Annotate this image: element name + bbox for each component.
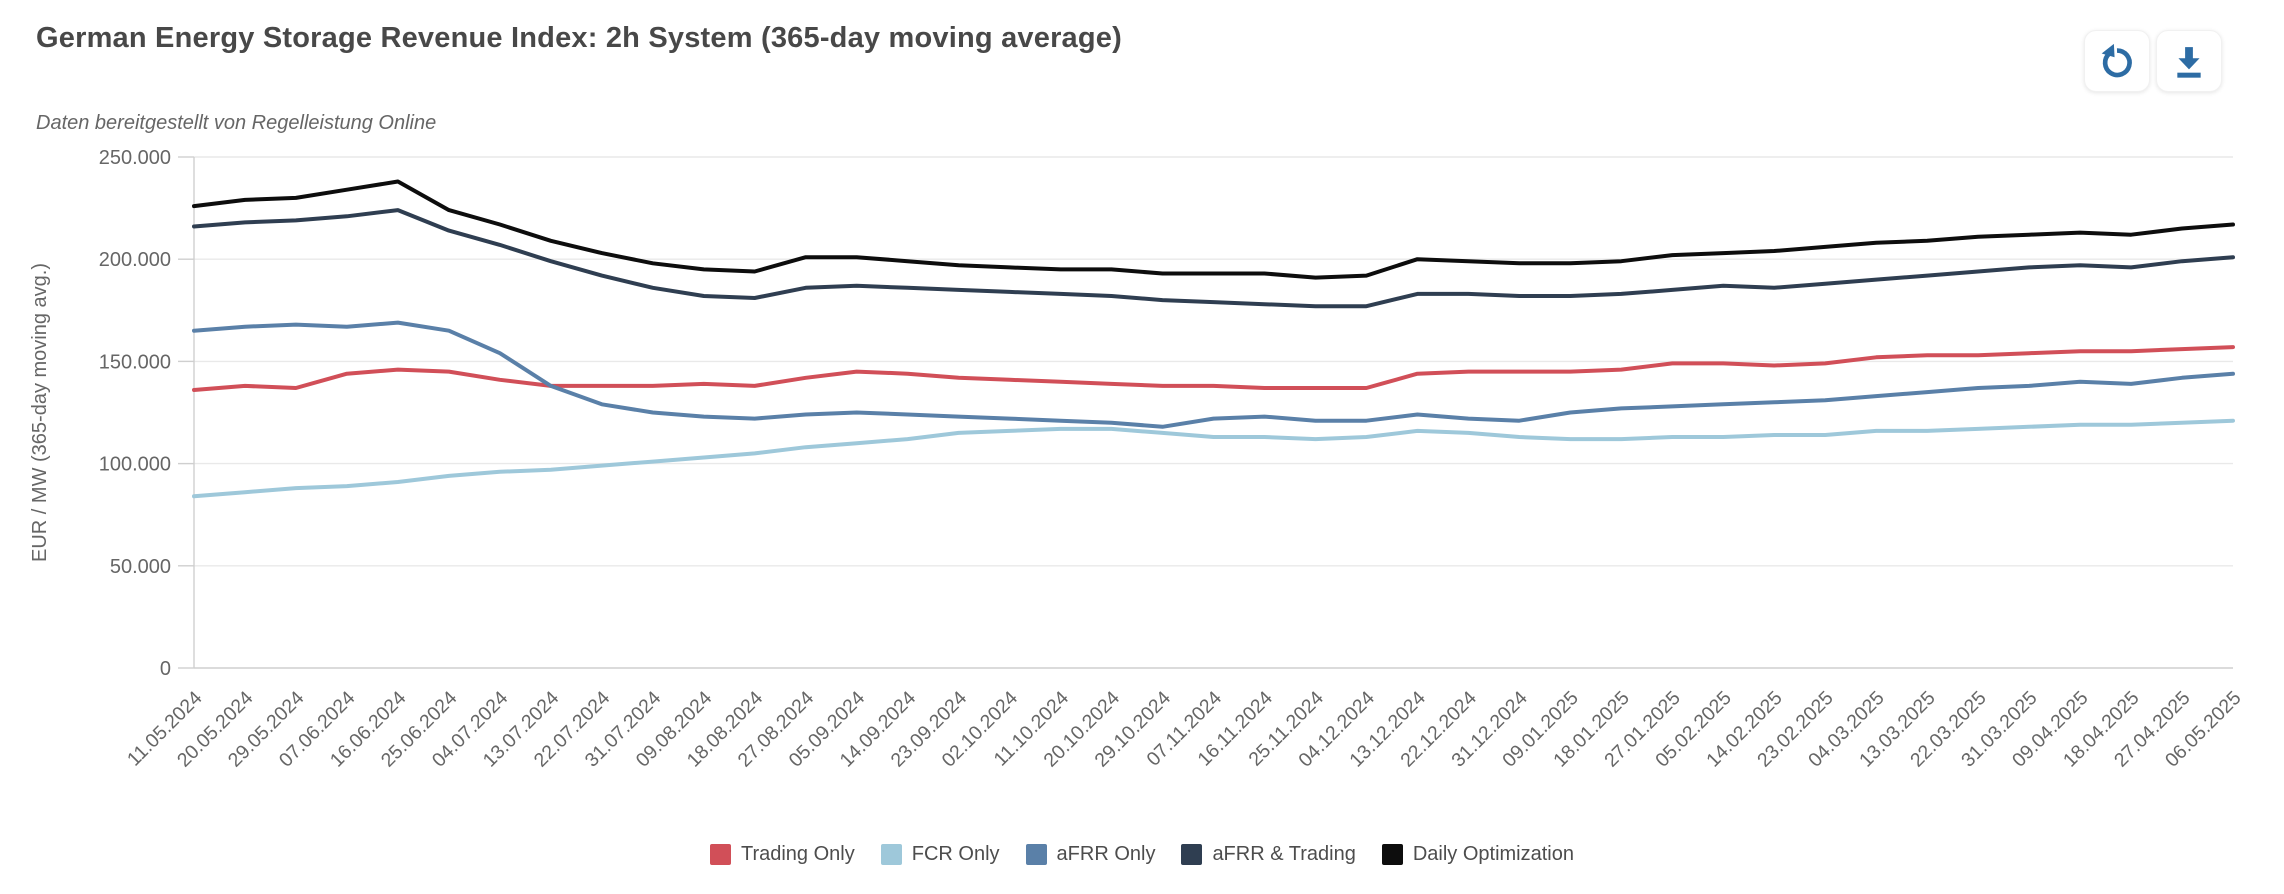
legend-item-trading-only[interactable]: Trading Only: [709, 843, 855, 866]
y-tick-label: 200.000: [99, 249, 171, 271]
legend-swatch-trading-only: [709, 844, 731, 865]
legend-label: aFRR Only: [1056, 843, 1156, 865]
legend-label: FCR Only: [911, 843, 1000, 865]
legend-label: aFRR & Trading: [1212, 843, 1356, 865]
download-icon: [2177, 47, 2201, 78]
legend-swatch-afrr-trading: [1181, 844, 1203, 865]
legend-swatch-fcr-only: [880, 844, 902, 865]
refresh-icon: [2101, 43, 2132, 78]
y-tick-label: 150.000: [99, 351, 171, 373]
series-line-daily-optimization: [192, 179, 2235, 280]
y-tick-label: 50.000: [110, 556, 171, 578]
y-tick-label: 100.000: [99, 454, 171, 476]
legend-swatch-daily-optimization: [1381, 844, 1403, 865]
series-line-trading-only: [192, 345, 2235, 392]
chart-subtitle: Daten bereitgestellt von Regelleistung O…: [36, 112, 437, 134]
reset-zoom-button[interactable]: [2084, 30, 2150, 92]
legend: Trading Only FCR Only aFRR Only aFRR & Trad…: [0, 843, 2284, 866]
y-axis-title: EUR / MW (365-day moving avg.): [29, 263, 51, 562]
download-button[interactable]: [2156, 30, 2222, 92]
legend-item-afrr-only[interactable]: aFRR Only: [1025, 843, 1156, 866]
legend-item-fcr-only[interactable]: FCR Only: [880, 843, 1000, 866]
legend-label: Trading Only: [740, 843, 855, 865]
legend-swatch-afrr-only: [1025, 844, 1047, 865]
y-tick-label: 250.000: [99, 147, 171, 169]
y-tick-label: 0: [160, 658, 171, 680]
line-chart: 0 50.000 100.000 150.000 200.000 250.000 EUR /…: [29, 147, 2246, 772]
series-line-afrr-only: [192, 320, 2235, 429]
legend-item-afrr-trading[interactable]: aFRR & Trading: [1181, 843, 1356, 866]
legend-label: Daily Optimization: [1412, 843, 1574, 865]
legend-item-daily-optimization[interactable]: Daily Optimization: [1381, 843, 1574, 866]
series-line-fcr-only: [192, 418, 2235, 499]
series-line-afrr-trading: [192, 208, 2235, 309]
chart-title: German Energy Storage Revenue Index: 2h …: [36, 22, 1122, 54]
chart-toolbar: [2084, 30, 2222, 92]
